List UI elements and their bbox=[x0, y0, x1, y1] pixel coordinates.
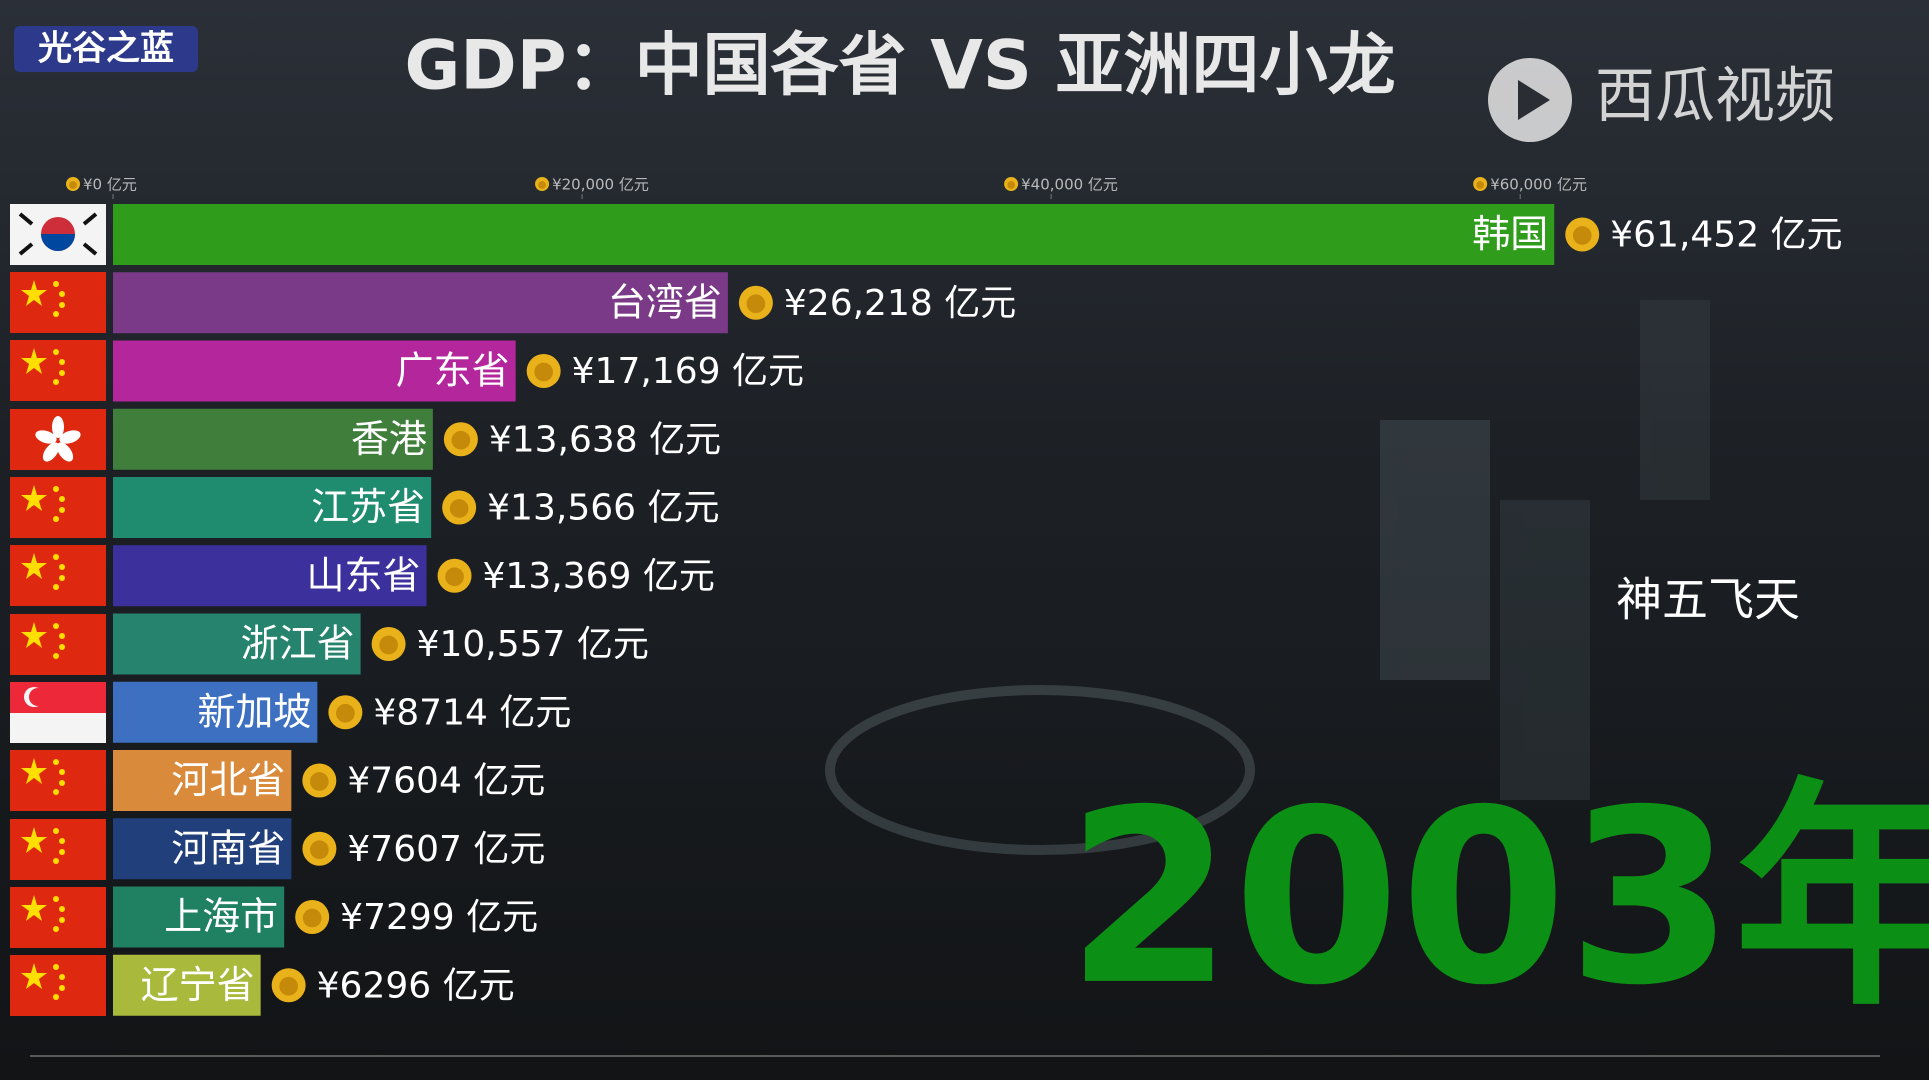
flag-china bbox=[10, 545, 106, 606]
coin-icon-inner bbox=[336, 703, 355, 723]
value-label: ¥13,638 亿元 bbox=[489, 419, 721, 460]
watermark: 西瓜视频 bbox=[1488, 58, 1835, 142]
value-label: ¥61,452 亿元 bbox=[1610, 215, 1842, 256]
bar bbox=[113, 886, 285, 948]
category-label: 河北省 bbox=[171, 758, 285, 802]
chart-title: GDP：中国各省 VS 亚洲四小龙 bbox=[404, 27, 1395, 106]
category-label: 香港 bbox=[351, 417, 427, 461]
flag-china bbox=[10, 340, 106, 401]
value-label: ¥7607 亿元 bbox=[347, 829, 545, 870]
flag-china bbox=[10, 477, 106, 538]
coin-icon-inner bbox=[310, 840, 329, 860]
value-label: ¥26,218 亿元 bbox=[784, 283, 1016, 324]
bar bbox=[113, 613, 361, 675]
flag-singapore bbox=[10, 682, 106, 743]
value-label: ¥13,369 亿元 bbox=[483, 556, 715, 597]
category-label: 辽宁省 bbox=[141, 963, 255, 1007]
category-label: 韩国 bbox=[1472, 212, 1548, 256]
coin-icon-inner bbox=[1572, 226, 1592, 245]
annotation: 神五飞天 bbox=[1616, 573, 1800, 627]
value-label: ¥7299 亿元 bbox=[340, 897, 538, 938]
bar bbox=[113, 750, 292, 811]
x-tick-label: ¥0 亿元 bbox=[83, 176, 137, 194]
flag-china bbox=[10, 750, 106, 811]
flag-china bbox=[10, 272, 106, 333]
flag-korea bbox=[10, 204, 106, 265]
bar bbox=[113, 272, 728, 334]
coin-icon-inner bbox=[302, 908, 322, 928]
x-tick-label: ¥60,000 亿元 bbox=[1490, 176, 1587, 194]
coin-icon-inner bbox=[379, 635, 398, 655]
flag-china bbox=[10, 955, 106, 1016]
category-label: 山东省 bbox=[307, 553, 421, 597]
logo: 光谷之蓝 bbox=[14, 26, 198, 72]
value-label: ¥17,169 亿元 bbox=[572, 351, 804, 392]
bar bbox=[113, 477, 432, 538]
flag-china bbox=[10, 887, 106, 948]
bar bbox=[113, 818, 292, 880]
x-tick-label: ¥40,000 亿元 bbox=[1021, 176, 1118, 194]
category-label: 江苏省 bbox=[311, 485, 425, 529]
coin-icon-inner bbox=[746, 294, 766, 314]
category-label: 上海市 bbox=[164, 895, 278, 939]
category-label: 浙江省 bbox=[241, 622, 355, 666]
category-label: 台湾省 bbox=[608, 280, 722, 324]
flag-china bbox=[10, 819, 106, 880]
logo-text: 光谷之蓝 bbox=[38, 29, 174, 69]
watermark-text: 西瓜视频 bbox=[1595, 62, 1835, 132]
category-label: 广东省 bbox=[396, 349, 510, 393]
bar bbox=[113, 954, 261, 1016]
value-label: ¥10,557 亿元 bbox=[417, 624, 649, 665]
category-label: 河南省 bbox=[171, 826, 285, 870]
bar bbox=[113, 545, 427, 607]
value-label: ¥6296 亿元 bbox=[317, 965, 515, 1006]
flags bbox=[10, 204, 106, 1016]
x-tick-label: ¥20,000 亿元 bbox=[552, 176, 649, 194]
coin-icon-inner bbox=[451, 430, 471, 450]
flag-china bbox=[10, 614, 106, 675]
coin-icon-inner bbox=[445, 567, 464, 587]
coin-icon-inner bbox=[309, 772, 329, 791]
coin-icon-inner bbox=[449, 499, 469, 518]
city-backdrop bbox=[825, 300, 1710, 855]
value-label: ¥13,566 亿元 bbox=[487, 488, 719, 529]
category-label: 新加坡 bbox=[197, 690, 311, 734]
flag-hong-kong bbox=[10, 409, 106, 470]
bar bbox=[113, 340, 516, 402]
value-label: ¥8714 亿元 bbox=[373, 692, 571, 733]
value-label: ¥7604 亿元 bbox=[347, 761, 545, 802]
coin-icon-inner bbox=[1007, 181, 1015, 189]
bar bbox=[113, 681, 318, 743]
coin-icon-inner bbox=[534, 362, 554, 382]
time-label: 2003年 bbox=[1066, 758, 1929, 1038]
bar bbox=[113, 408, 433, 470]
coin-icon-inner bbox=[279, 976, 299, 996]
bar bbox=[113, 204, 1555, 265]
coin-icon-inner bbox=[69, 181, 77, 189]
coin-icon-inner bbox=[1476, 181, 1485, 189]
coin-icon-inner bbox=[538, 181, 546, 189]
